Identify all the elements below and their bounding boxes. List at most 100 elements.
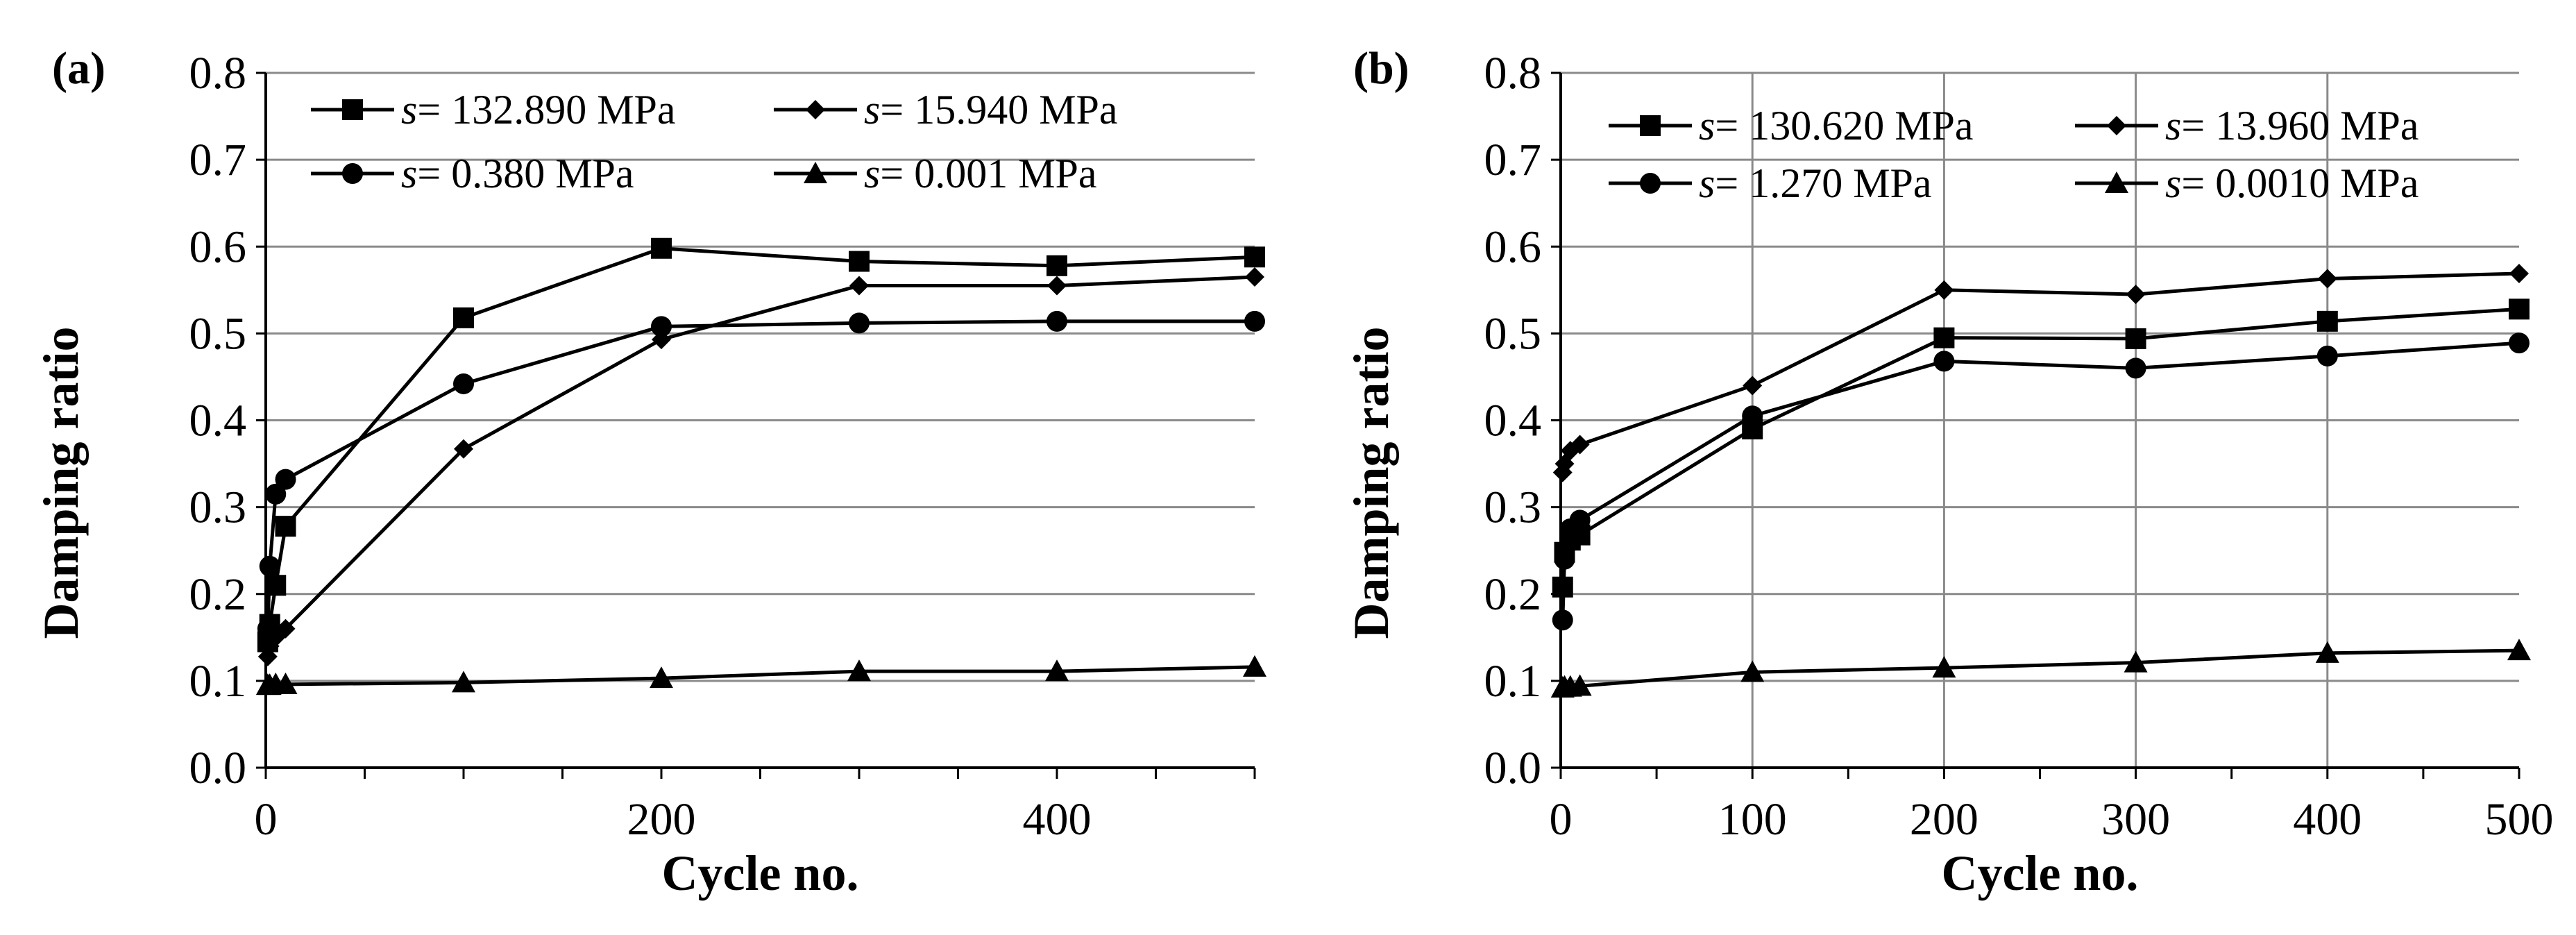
series-line — [266, 246, 1255, 642]
series-line — [1561, 341, 2520, 621]
panel-label: (a) — [52, 43, 105, 94]
legend-label: s= 1.270 MPa — [1699, 160, 1932, 206]
data-point — [1568, 674, 1592, 696]
y-tick-label: 0.0 — [1484, 743, 1542, 793]
series-triangle — [255, 655, 1266, 696]
data-point — [257, 618, 278, 639]
data-point — [1554, 548, 1575, 570]
data-point — [849, 312, 870, 334]
data-point — [651, 237, 672, 259]
data-point — [2509, 332, 2530, 354]
data-point — [849, 251, 870, 272]
y-tick-label: 0.3 — [189, 482, 247, 533]
data-point — [1933, 327, 1955, 348]
data-point — [1933, 351, 1955, 372]
legend-value: = 130.620 MPa — [1715, 103, 1973, 149]
data-point — [1570, 435, 1590, 455]
y-tick-label: 0.4 — [1484, 396, 1542, 446]
legend-entry: s= 0.001 MPa — [774, 151, 1097, 196]
data-point — [847, 659, 871, 682]
y-tick-label: 0.6 — [189, 221, 247, 272]
legend-label: s= 13.960 MPa — [2165, 103, 2419, 149]
legend-marker — [2105, 171, 2128, 193]
y-tick-label: 0.4 — [189, 396, 247, 446]
legend-value: = 0.380 MPa — [417, 151, 634, 196]
legend-symbol: s — [401, 151, 417, 196]
data-point — [275, 469, 296, 490]
legend-value: = 13.960 MPa — [2181, 103, 2418, 149]
data-point — [1244, 246, 1265, 268]
legend-entry: s= 15.940 MPa — [774, 87, 1118, 133]
series-circle — [1552, 332, 2530, 631]
data-point — [452, 671, 475, 693]
y-tick-label: 0.1 — [189, 656, 247, 707]
data-point — [265, 483, 287, 505]
data-point — [1742, 405, 1763, 427]
legend-entry: s= 0.380 MPa — [311, 151, 634, 196]
y-tick-label: 0.7 — [189, 135, 247, 185]
data-point — [2509, 298, 2530, 320]
legend-marker — [806, 100, 825, 119]
data-point — [259, 555, 280, 577]
legend-value: = 1.270 MPa — [1715, 160, 1931, 206]
legend-marker — [804, 162, 827, 183]
data-point — [849, 276, 869, 296]
data-point — [1243, 655, 1266, 677]
legend-entry: s= 0.0010 MPa — [2075, 160, 2419, 206]
y-tick-label: 0.5 — [189, 308, 247, 359]
y-axis-title: Damping ratio — [1344, 327, 1399, 639]
data-point — [1552, 609, 1573, 631]
x-tick-label: 300 — [2101, 794, 2170, 845]
y-tick-label: 0.1 — [1484, 656, 1542, 707]
x-tick-label: 200 — [1910, 794, 1978, 845]
data-point — [275, 516, 296, 537]
legend-entry: s= 1.270 MPa — [1609, 160, 1932, 206]
series-diamond — [1552, 264, 2529, 482]
y-tick-label: 0.6 — [1484, 221, 1542, 272]
x-tick-label: 100 — [1718, 794, 1787, 845]
y-axis-title: Damping ratio — [33, 327, 89, 639]
x-tick-label: 500 — [2485, 794, 2554, 845]
data-point — [1740, 660, 1765, 682]
x-tick-label: 0 — [255, 794, 278, 845]
y-tick-label: 0.3 — [1484, 482, 1542, 533]
legend-label: s= 0.0010 MPa — [2165, 160, 2419, 206]
data-point — [1046, 255, 1067, 276]
data-point — [1932, 656, 1956, 678]
data-point — [2126, 285, 2146, 305]
data-point — [2125, 357, 2146, 379]
y-tick-label: 0.0 — [189, 743, 247, 793]
legend-marker — [342, 163, 363, 184]
legend-symbol: s — [1699, 160, 1715, 206]
legend-marker — [1640, 115, 1661, 136]
data-point — [2509, 264, 2529, 284]
series-line — [266, 319, 1255, 629]
data-point — [2315, 641, 2339, 663]
chart-panel-b: 0.0 0.1 0.2 0.3 0.4 0.5 0.6 0.7 0.8 0 100 200 300 400… — [1344, 43, 2554, 901]
legend-label: s= 130.620 MPa — [1699, 103, 1974, 149]
series-square — [1552, 298, 2530, 598]
panel-label: (b) — [1353, 43, 1409, 94]
y-tick-label: 0.2 — [1484, 569, 1542, 620]
y-tick-label: 0.8 — [1484, 48, 1542, 99]
data-point — [1569, 509, 1591, 531]
series-line — [267, 665, 1255, 687]
data-point — [2124, 650, 2148, 673]
legend-symbol: s — [2165, 160, 2181, 206]
legend-label: s= 132.890 MPa — [401, 87, 676, 133]
legend-symbol: s — [2165, 103, 2181, 149]
data-point — [453, 307, 474, 328]
legend-label: s= 0.380 MPa — [401, 151, 634, 196]
y-tick-label: 0.7 — [1484, 135, 1542, 185]
legend-entry: s= 13.960 MPa — [2075, 103, 2419, 149]
legend-value: = 0.0010 MPa — [2181, 160, 2418, 206]
legend-symbol: s — [864, 151, 880, 196]
x-axis-title: Cycle no. — [662, 845, 859, 901]
data-point — [2507, 639, 2531, 661]
legend-label: s= 0.001 MPa — [864, 151, 1097, 196]
data-point — [2125, 328, 2146, 349]
data-point — [1743, 376, 1763, 396]
y-tick-label: 0.5 — [1484, 308, 1542, 359]
